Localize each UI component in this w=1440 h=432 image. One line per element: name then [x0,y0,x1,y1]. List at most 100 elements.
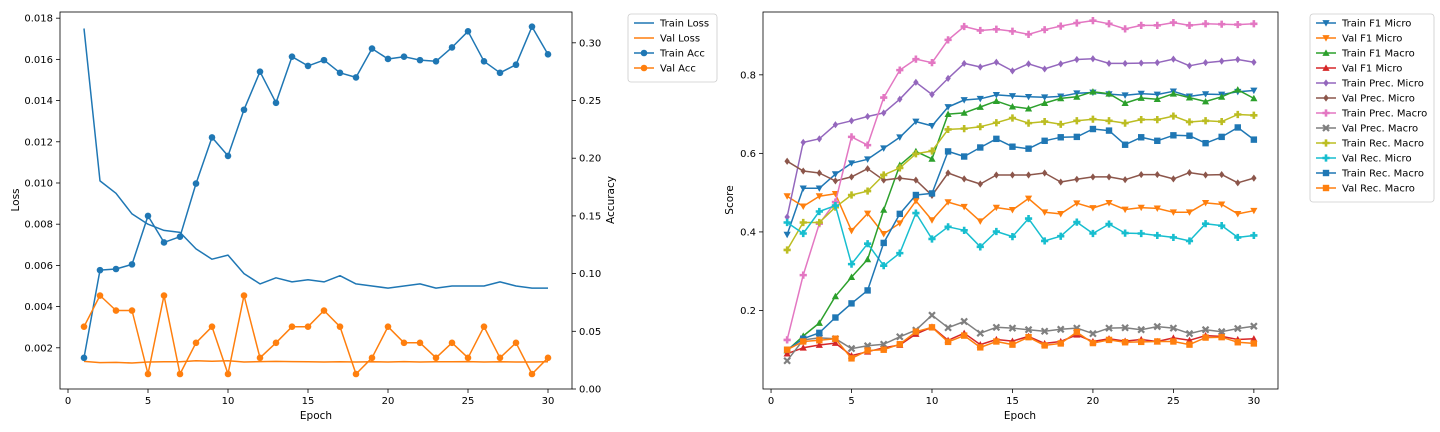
val-rec-macro-point [832,335,839,342]
train-rec-macro-point [1250,111,1258,119]
train-rec-macro-point [912,150,920,158]
train-acc-point [112,265,120,273]
train-rec-macro-point [1170,132,1177,139]
val-prec-micro-point [784,157,790,165]
train-rec-macro-point [1105,117,1113,125]
legend-item: Val Prec. Macro [1316,124,1418,135]
legend-frame [627,13,718,83]
train-prec-macro-point [1073,19,1081,27]
train-acc-point [272,99,280,107]
train-prec-macro-point [960,22,968,31]
legend-item: Val F1 Micro [1316,64,1402,75]
x-tick-label: 20 [382,396,395,407]
val-prec-micro-point [1170,175,1177,183]
val-rec-macro-point [864,347,871,354]
legend-marker [1322,139,1330,147]
val-rec-macro-point [1057,340,1064,347]
y2-tick-label: 0.00 [579,385,601,396]
train-prec-micro-point [1009,67,1016,75]
train-rec-macro-point [1041,137,1048,145]
val-acc-point [400,339,408,347]
train-rec-macro-point [928,147,936,155]
val-prec-macro-point [1024,325,1033,334]
val-rec-micro-point [992,227,1000,236]
train-rec-macro-point [960,153,968,160]
val-prec-micro-point [993,171,1000,179]
train-acc-point [176,233,184,240]
train-acc-point [240,106,248,114]
val-prec-macro-point [1169,324,1178,332]
x-tick-label: 0 [768,396,774,407]
legend-label-val-rec-micro: Val Rec. Micro [1342,154,1412,165]
legend-item: Train Rec. Macro [1316,139,1424,150]
legend-marker [1322,35,1330,42]
train-rec-macro-point [1121,141,1129,148]
val-prec-micro-point [848,173,855,181]
val-f1-micro-point [1057,210,1065,218]
val-loss-line [83,360,549,364]
val-f1-micro-point [1105,199,1113,207]
train-rec-macro-point [1201,117,1210,125]
train-rec-macro-point [1057,134,1064,141]
train-f1-micro-point [783,231,791,239]
val-f1-micro-point [976,218,984,225]
train-acc-point [480,57,488,65]
val-f1-micro-point [1201,199,1210,207]
val-rec-micro-point [1024,214,1033,223]
val-rec-micro-point [1201,220,1210,228]
train-f1-macro-point [976,103,984,110]
train-rec-macro-point [960,125,968,133]
train-prec-micro-point [1235,55,1241,64]
train-acc-point [336,69,344,77]
x-tick-label: 15 [1006,396,1019,407]
val-rec-macro-point [977,344,984,351]
train-rec-macro-point [1154,137,1161,145]
val-prec-macro-point [1233,324,1242,333]
y-tick-label: 0.004 [24,302,53,313]
legend-marker [1322,64,1330,71]
legend-label-train-f1-micro: Train F1 Micro [1341,19,1411,30]
train-rec-macro-point [896,164,904,172]
train-rec-macro-point [944,125,952,134]
train-rec-macro-point [1138,134,1145,141]
train-rec-macro-point [992,119,1000,127]
train-rec-macro-point [1073,117,1081,125]
train-f1-macro-point [1105,90,1113,97]
val-prec-micro-point [977,180,983,188]
val-f1-micro-point [864,210,872,218]
train-f1-micro-point [1137,90,1145,98]
val-prec-micro-point [1106,173,1112,181]
train-prec-micro-point [1251,58,1257,66]
x-tick-label: 5 [145,396,151,407]
train-rec-macro-point [880,239,887,247]
train-prec-micro-point [832,121,839,129]
legend-marker [1323,79,1329,87]
val-prec-micro-point [1186,169,1193,177]
train-rec-macro-point [1009,143,1016,150]
val-prec-micro-point [913,176,919,184]
legend-item: Val Prec. Micro [1316,94,1415,105]
val-prec-micro-point [1235,179,1241,187]
train-f1-micro-point [960,97,968,104]
train-prec-micro-point [1218,57,1225,65]
val-prec-macro-point [1217,327,1226,336]
left-legend: Train Loss Val Loss Train Acc Val Acc [627,13,718,83]
val-acc-point [544,354,552,362]
val-prec-macro-point [1056,325,1065,334]
val-rec-micro-point [799,229,807,238]
val-prec-macro-point [1121,323,1129,332]
val-acc-point [144,370,152,378]
val-prec-macro-point [1185,329,1194,338]
train-prec-micro-point [1186,62,1193,70]
x-tick-label: 25 [462,396,475,407]
train-rec-macro-point [1186,132,1193,139]
train-acc-line [83,25,549,358]
train-prec-micro-point [1041,65,1048,73]
val-acc-point [112,307,120,314]
val-acc-point [448,339,456,347]
val-rec-macro-point [1025,333,1032,341]
series-val-prec-macro [783,311,1258,365]
val-f1-micro-point [1169,209,1177,216]
val-f1-micro-point [799,203,807,210]
legend-item: Train Loss [634,19,709,30]
